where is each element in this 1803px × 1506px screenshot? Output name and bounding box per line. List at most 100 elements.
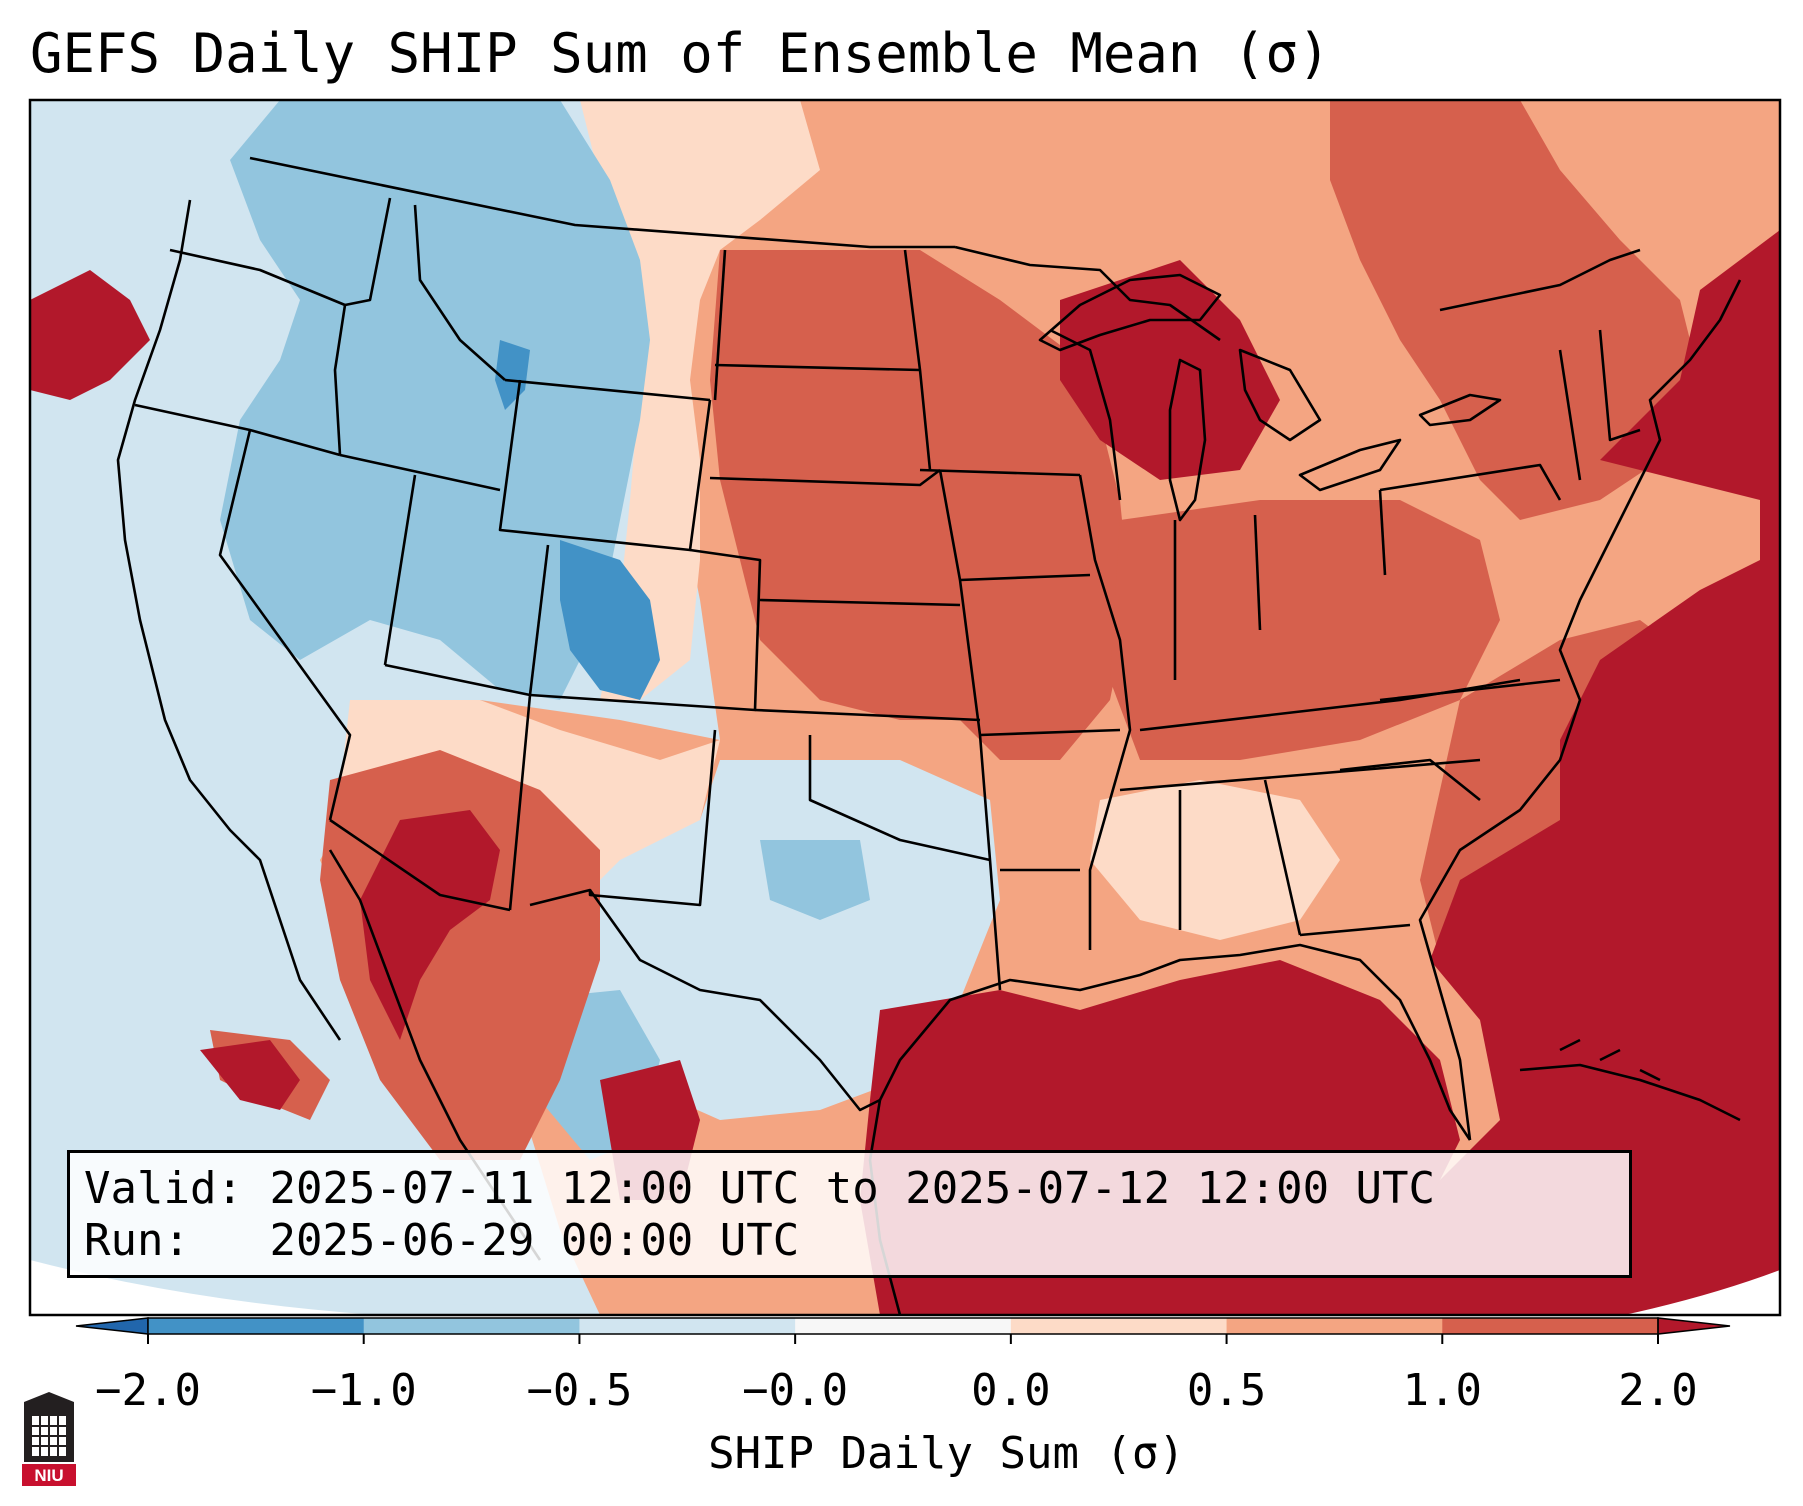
border-sd-ne: [709, 468, 941, 487]
coast-atlantic: [1418, 279, 1742, 1141]
border-new-england: [1598, 329, 1641, 442]
lake-erie: [1298, 438, 1402, 492]
ship-field: [30, 100, 1780, 1315]
valid-label: Valid:: [84, 1163, 243, 1214]
border-mt-wy: [504, 378, 711, 402]
border-nc-sc: [1339, 758, 1481, 802]
border-al-ga: [1263, 779, 1302, 936]
border-ia-mo: [959, 573, 1091, 582]
field-red-plains: [710, 250, 1130, 760]
field-dark-red-pacific-patch: [30, 270, 150, 400]
map-title: GEFS Daily SHIP Sum of Ensemble Mean (σ): [30, 22, 1331, 85]
colorbar-tick-label-1: −1.0: [310, 1365, 417, 1416]
colorbar-tick-label-5: 0.5: [1186, 1365, 1267, 1416]
lake-ontario: [1418, 393, 1502, 427]
border-us-canada-west: [249, 156, 955, 249]
border-id-nv-ut: [339, 453, 501, 492]
field-dark-red-arizona: [360, 810, 500, 1040]
border-wa-or: [169, 248, 346, 307]
niu-logo: NIU: [22, 1392, 76, 1486]
valid-value: 2025-07-11 12:00 UTC to 2025-07-12 12:00…: [269, 1163, 1436, 1214]
colorbar-tick-label-2: −0.5: [526, 1365, 633, 1416]
border-wa-id: [344, 197, 392, 307]
border-ok-tx: [808, 735, 991, 862]
colorbar-tick-label-3: −0.0: [742, 1365, 849, 1416]
border-pa-ny: [1379, 463, 1562, 501]
border-us-canada-east: [954, 245, 1221, 342]
border-in-oh: [1253, 514, 1262, 631]
border-ga-fl: [1299, 923, 1411, 937]
border-ny-new-england: [1558, 349, 1582, 481]
niu-logo-window-grid-icon: [32, 1416, 66, 1456]
border-tn-south: [1119, 758, 1481, 792]
run-label: Run:: [84, 1215, 190, 1266]
colorbar-tick-label-6: 1.0: [1402, 1365, 1483, 1416]
niu-logo-text: NIU: [34, 1466, 63, 1485]
coast-pacific: [116, 199, 342, 1041]
border-va-nc: [1379, 678, 1561, 702]
colorbar-bin-6: [1442, 1318, 1659, 1334]
projection-edge-left: [30, 1260, 377, 1315]
border-mississippi: [1078, 474, 1132, 950]
colorbar-tick-label-7: 2.0: [1618, 1365, 1698, 1416]
coast-gulf: [878, 943, 1472, 1141]
border-or-id: [333, 304, 347, 456]
border-co: [529, 548, 762, 712]
colorbar-label: SHIP Daily Sum (σ): [708, 1428, 1185, 1479]
colorbar-bin-2: [579, 1318, 796, 1334]
border-nm: [529, 729, 717, 907]
border-id-mt: [413, 204, 506, 381]
border-mo-ar: [979, 728, 1121, 737]
border-mn-ia: [919, 468, 1081, 477]
colorbar-under-arrow: [75, 1317, 149, 1335]
field-dark-red-atlantic: [1410, 230, 1780, 1315]
cuba-outline: [1519, 1063, 1741, 1122]
border-mo-east: [938, 469, 1002, 991]
map-frame: [28, 98, 1782, 1317]
border-ca-nv: [218, 429, 352, 821]
border-dakotas-mn: [903, 249, 932, 471]
border-ky-tn: [1139, 678, 1521, 732]
lake-superior: [1038, 273, 1222, 352]
border-us-mexico-texas: [588, 889, 881, 1112]
border-az-south: [329, 818, 511, 912]
border-ne-ks: [759, 598, 961, 607]
colorbar-bin-5: [1226, 1318, 1443, 1334]
colorbar-bin-0: [148, 1318, 365, 1334]
bahamas-outline: [1559, 1038, 1661, 1082]
colorbar-frame: [147, 1317, 1659, 1335]
border-wy: [498, 379, 712, 552]
lake-huron: [1238, 348, 1322, 442]
field-dark-red-baja: [200, 1040, 300, 1110]
colorbar-bin-4: [1010, 1318, 1228, 1334]
colorbar-bin-1: [363, 1318, 580, 1334]
field-dark-red-great-lakes: [1060, 260, 1280, 480]
colorbar-tick-label-4: 0.0: [971, 1365, 1051, 1416]
border-ks-ok: [754, 708, 981, 722]
colorbar-tick-label-0: −2.0: [95, 1365, 201, 1416]
field-dark-blue-colorado: [560, 540, 660, 700]
border-wi-mi: [1049, 328, 1122, 501]
colorbar-bin-3: [795, 1318, 1012, 1334]
projection-edge-right: [1623, 1270, 1780, 1315]
border-oh-pa: [1378, 489, 1387, 576]
niu-logo-band: [22, 1464, 76, 1486]
field-pink-belt-north: [580, 100, 820, 700]
field-mid-blue-texas: [760, 840, 870, 920]
border-canada-quebec: [1439, 248, 1641, 312]
border-ut-co: [528, 544, 550, 696]
border-mt-nd: [713, 249, 727, 401]
lake-michigan: [1168, 358, 1207, 522]
border-nv-ut: [383, 474, 417, 666]
field-pink-southeast-interior: [1090, 780, 1340, 940]
field-red-ohio-valley: [1110, 500, 1500, 760]
field-dark-blue-wyoming: [495, 340, 530, 410]
valid-run-info-box: Valid: 2025-07-11 12:00 UTC to 2025-07-1…: [67, 1150, 1632, 1278]
colorbar-over-arrow: [1657, 1317, 1731, 1335]
field-mid-blue-northwest: [220, 100, 650, 700]
run-value: 2025-06-29 00:00 UTC: [269, 1215, 800, 1266]
border-az-nm: [384, 663, 532, 911]
colorbar: [75, 1317, 1731, 1344]
border-nd-sd: [714, 363, 921, 372]
